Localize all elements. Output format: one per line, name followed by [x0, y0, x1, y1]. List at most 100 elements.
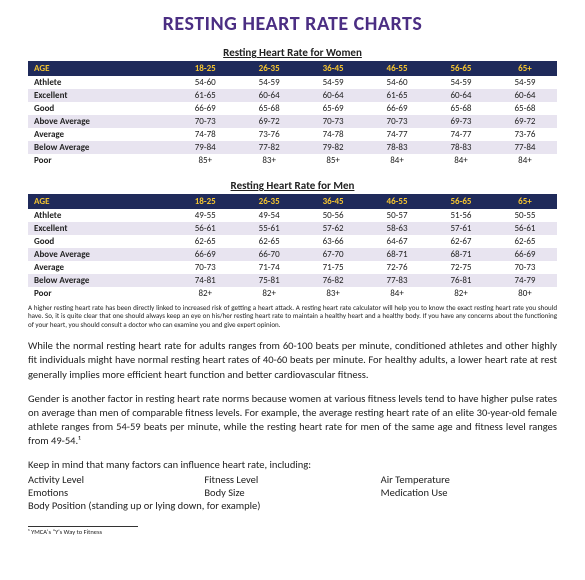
factors-grid: Activity Level Fitness Level Air Tempera…: [28, 473, 557, 512]
women-table-caption: Resting Heart Rate for Women: [28, 46, 557, 59]
cell: 69-72: [237, 115, 301, 128]
row-label: Poor: [28, 154, 173, 167]
table-row: Above Average66-6966-7067-7068-7168-7166…: [28, 248, 557, 261]
cell: 75-81: [237, 274, 301, 287]
col-header: AGE: [28, 194, 173, 209]
cell: 62-65: [173, 235, 237, 248]
paragraph-1: While the normal resting heart rate for …: [28, 339, 557, 382]
women-table: AGE18-2526-3536-4546-5556-6565+ Athlete5…: [28, 61, 557, 167]
cell: 50-56: [301, 209, 365, 222]
fine-print: A higher resting heart rate has been dir…: [28, 304, 557, 329]
cell: 56-61: [493, 222, 557, 235]
cell: 82+: [173, 287, 237, 300]
cell: 49-54: [237, 209, 301, 222]
col-header: 65+: [493, 61, 557, 76]
men-table-caption: Resting Heart Rate for Men: [28, 179, 557, 192]
men-tbody: Athlete49-5549-5450-5650-5751-5650-55Exc…: [28, 209, 557, 300]
table-row: Athlete54-6054-5954-5954-6054-5954-59: [28, 76, 557, 89]
table-row: Poor82+82+83+84+82+80+: [28, 287, 557, 300]
factor-cell: Air Temperature: [381, 473, 557, 486]
table-row: Excellent56-6155-6157-6258-6357-6156-61: [28, 222, 557, 235]
cell: 73-76: [493, 128, 557, 141]
cell: 50-55: [493, 209, 557, 222]
table-row: Below Average79-8477-8279-8278-8378-8377…: [28, 141, 557, 154]
cell: 85+: [301, 154, 365, 167]
col-header: 65+: [493, 194, 557, 209]
cell: 82+: [237, 287, 301, 300]
cell: 63-66: [301, 235, 365, 248]
cell: 58-63: [365, 222, 429, 235]
cell: 71-75: [301, 261, 365, 274]
cell: 57-62: [301, 222, 365, 235]
cell: 55-61: [237, 222, 301, 235]
page-title: RESTING HEART RATE CHARTS: [28, 12, 557, 36]
cell: 74-78: [173, 128, 237, 141]
men-header-row: AGE18-2526-3536-4546-5556-6565+: [28, 194, 557, 209]
cell: 66-69: [365, 102, 429, 115]
cell: 84+: [429, 154, 493, 167]
factor-cell: Medication Use: [381, 486, 557, 499]
cell: 72-76: [365, 261, 429, 274]
cell: 74-77: [365, 128, 429, 141]
cell: 77-82: [237, 141, 301, 154]
cell: 69-73: [429, 115, 493, 128]
cell: 70-73: [173, 261, 237, 274]
cell: 70-73: [173, 115, 237, 128]
cell: 70-73: [365, 115, 429, 128]
cell: 57-61: [429, 222, 493, 235]
cell: 79-82: [301, 141, 365, 154]
col-header: 26-35: [237, 61, 301, 76]
cell: 70-73: [493, 261, 557, 274]
cell: 71-74: [237, 261, 301, 274]
col-header: AGE: [28, 61, 173, 76]
col-header: 18-25: [173, 194, 237, 209]
cell: 54-59: [237, 76, 301, 89]
cell: 74-78: [301, 128, 365, 141]
table-row: Below Average74-8175-8176-8277-8376-8174…: [28, 274, 557, 287]
cell: 76-82: [301, 274, 365, 287]
cell: 60-64: [301, 89, 365, 102]
cell: 79-84: [173, 141, 237, 154]
cell: 78-83: [429, 141, 493, 154]
col-header: 18-25: [173, 61, 237, 76]
cell: 51-56: [429, 209, 493, 222]
paragraph-2: Gender is another factor in resting hear…: [28, 392, 557, 449]
cell: 69-72: [493, 115, 557, 128]
cell: 65-68: [429, 102, 493, 115]
factors-label: Keep in mind that many factors can influ…: [28, 458, 557, 471]
col-header: 46-55: [365, 61, 429, 76]
factor-cell: Body Size: [204, 486, 380, 499]
cell: 54-59: [301, 76, 365, 89]
cell: 74-79: [493, 274, 557, 287]
table-row: Poor85+83+85+84+84+84+: [28, 154, 557, 167]
row-label: Below Average: [28, 141, 173, 154]
row-label: Average: [28, 128, 173, 141]
cell: 66-69: [493, 248, 557, 261]
table-row: Average70-7371-7471-7572-7672-7570-73: [28, 261, 557, 274]
factor-cell: Fitness Level: [204, 473, 380, 486]
cell: 61-65: [365, 89, 429, 102]
cell: 77-83: [365, 274, 429, 287]
row-label: Below Average: [28, 274, 173, 287]
cell: 60-64: [429, 89, 493, 102]
factor-cell: Emotions: [28, 486, 204, 499]
footnote-rule: [28, 526, 138, 527]
cell: 56-61: [173, 222, 237, 235]
men-table: AGE18-2526-3536-4546-5556-6565+ Athlete4…: [28, 194, 557, 300]
factor-cell: Activity Level: [28, 473, 204, 486]
cell: 60-64: [493, 89, 557, 102]
row-label: Above Average: [28, 115, 173, 128]
table-row: Good66-6965-6865-6966-6965-6865-68: [28, 102, 557, 115]
table-row: Athlete49-5549-5450-5650-5751-5650-55: [28, 209, 557, 222]
cell: 54-60: [365, 76, 429, 89]
cell: 54-60: [173, 76, 237, 89]
row-label: Excellent: [28, 89, 173, 102]
table-row: Average74-7873-7674-7874-7774-7773-76: [28, 128, 557, 141]
col-header: 36-45: [301, 194, 365, 209]
cell: 80+: [493, 287, 557, 300]
cell: 73-76: [237, 128, 301, 141]
row-label: Poor: [28, 287, 173, 300]
cell: 62-67: [429, 235, 493, 248]
col-header: 26-35: [237, 194, 301, 209]
cell: 83+: [301, 287, 365, 300]
